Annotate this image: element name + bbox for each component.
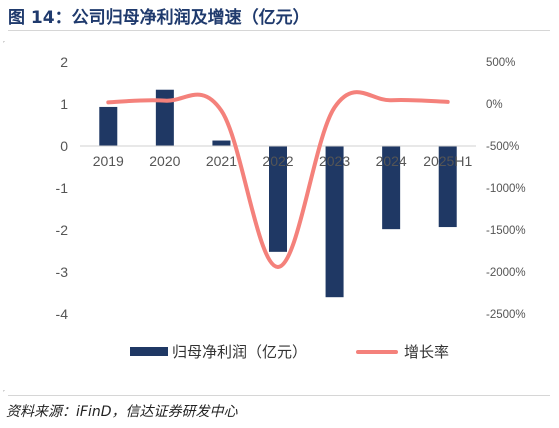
category-label: 2024 [376, 153, 407, 169]
bar-2023 [325, 146, 344, 298]
right-tick-label: 500% [486, 57, 515, 69]
bar-2025H1 [438, 146, 457, 228]
right-tick-label: -2000% [486, 267, 526, 279]
category-label: 2021 [206, 153, 237, 169]
category-label: 2023 [319, 153, 350, 169]
growth-line [106, 90, 450, 269]
category-label: 2022 [262, 153, 293, 169]
legend-label-growth: 增长率 [404, 343, 449, 361]
corner-mark-bottom: , [3, 386, 5, 393]
corner-mark: , [3, 37, 5, 44]
left-tick-label: -3 [56, 264, 69, 280]
category-label: 2020 [149, 153, 180, 169]
source-note: 资料来源：iFinD，信达证券研发中心 [6, 404, 238, 420]
figure-title: 图 14：公司归母净利润及增速（亿元） [8, 8, 310, 28]
bar-2020 [155, 89, 174, 146]
left-tick-label: -4 [56, 306, 69, 322]
title-rule [8, 30, 550, 31]
legend: 归母净利润（亿元） 增长率 [130, 343, 449, 361]
right-tick-label: -1500% [486, 225, 526, 237]
right-tick-label: -1000% [486, 183, 526, 195]
category-label: 2019 [93, 153, 124, 169]
category-labels: 2019 2020 2021 2022 2023 2024 2025H1 [93, 153, 473, 169]
right-axis-ticks: 500% 0% -500% -1000% -1500% -2000% -2500% [486, 57, 526, 321]
left-tick-label: 1 [60, 96, 68, 112]
bar-2022 [269, 146, 287, 252]
bar-2024 [382, 146, 401, 230]
bar-2019 [99, 106, 118, 146]
right-tick-label: 0% [486, 99, 503, 111]
left-tick-label: -1 [56, 180, 69, 196]
legend-swatch-bar [130, 347, 168, 356]
right-tick-label: -2500% [486, 309, 526, 321]
chart: 2019 2020 2021 2022 2023 2024 2025H1 2 1 0 -1 -2 -3… [56, 54, 526, 361]
bar-series [80, 89, 476, 298]
right-tick-label: -500% [486, 141, 519, 153]
left-tick-label: 0 [60, 138, 68, 154]
bar-2021 [212, 140, 231, 146]
growth-rate-line [106, 90, 450, 269]
left-tick-label: 2 [60, 54, 68, 70]
left-tick-label: -2 [56, 222, 69, 238]
legend-label-profit: 归母净利润（亿元） [172, 343, 307, 361]
source-rule [8, 395, 550, 396]
category-label: 2025H1 [423, 153, 472, 169]
left-axis-ticks: 2 1 0 -1 -2 -3 -4 [56, 54, 69, 322]
